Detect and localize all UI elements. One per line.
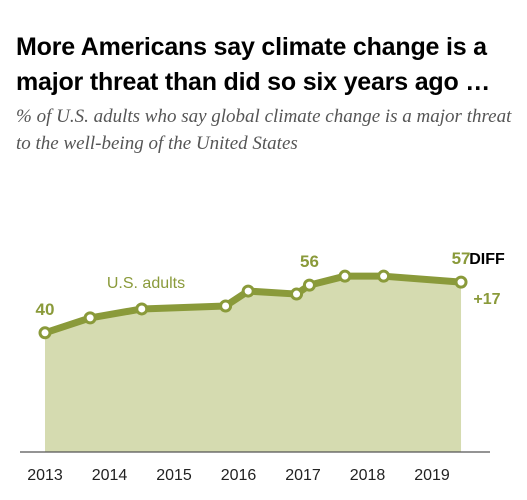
area-fill <box>45 276 462 452</box>
chart-title: More Americans say climate change is a m… <box>16 33 491 96</box>
area-fill-layer <box>45 276 462 452</box>
x-tick-label: 2018 <box>350 467 386 484</box>
data-point <box>377 269 391 283</box>
data-label: 57 <box>452 249 471 268</box>
x-tick-label: 2017 <box>285 467 321 484</box>
x-tick-label: 2014 <box>92 467 128 484</box>
diff-header: DIFF <box>469 251 505 268</box>
x-tick-label: 2013 <box>27 467 63 484</box>
chart-subtitle: % of U.S. adults who say global climate … <box>16 106 512 154</box>
x-tick-label: 2016 <box>221 467 257 484</box>
data-point <box>83 311 97 325</box>
diff-value: +17 <box>473 291 500 308</box>
data-point <box>302 278 316 292</box>
data-point <box>454 275 468 289</box>
data-point <box>38 326 52 340</box>
data-label: 56 <box>300 252 319 271</box>
x-tick-labels-layer: 2013 2014 2015 2016 2017 2018 2019 <box>27 467 450 484</box>
data-labels-layer: 40 56 57 <box>36 249 471 319</box>
series-line-us-adults <box>41 272 465 337</box>
series-line-layer <box>41 272 465 337</box>
data-label: 40 <box>36 300 55 319</box>
series-label-us-adults: U.S. adults <box>107 275 185 292</box>
data-point <box>135 302 149 316</box>
data-points-layer <box>38 269 468 340</box>
x-tick-label: 2015 <box>156 467 192 484</box>
data-point <box>290 287 304 301</box>
data-point <box>219 299 233 313</box>
data-point <box>241 284 255 298</box>
x-tick-label: 2019 <box>414 467 450 484</box>
data-point <box>338 269 352 283</box>
